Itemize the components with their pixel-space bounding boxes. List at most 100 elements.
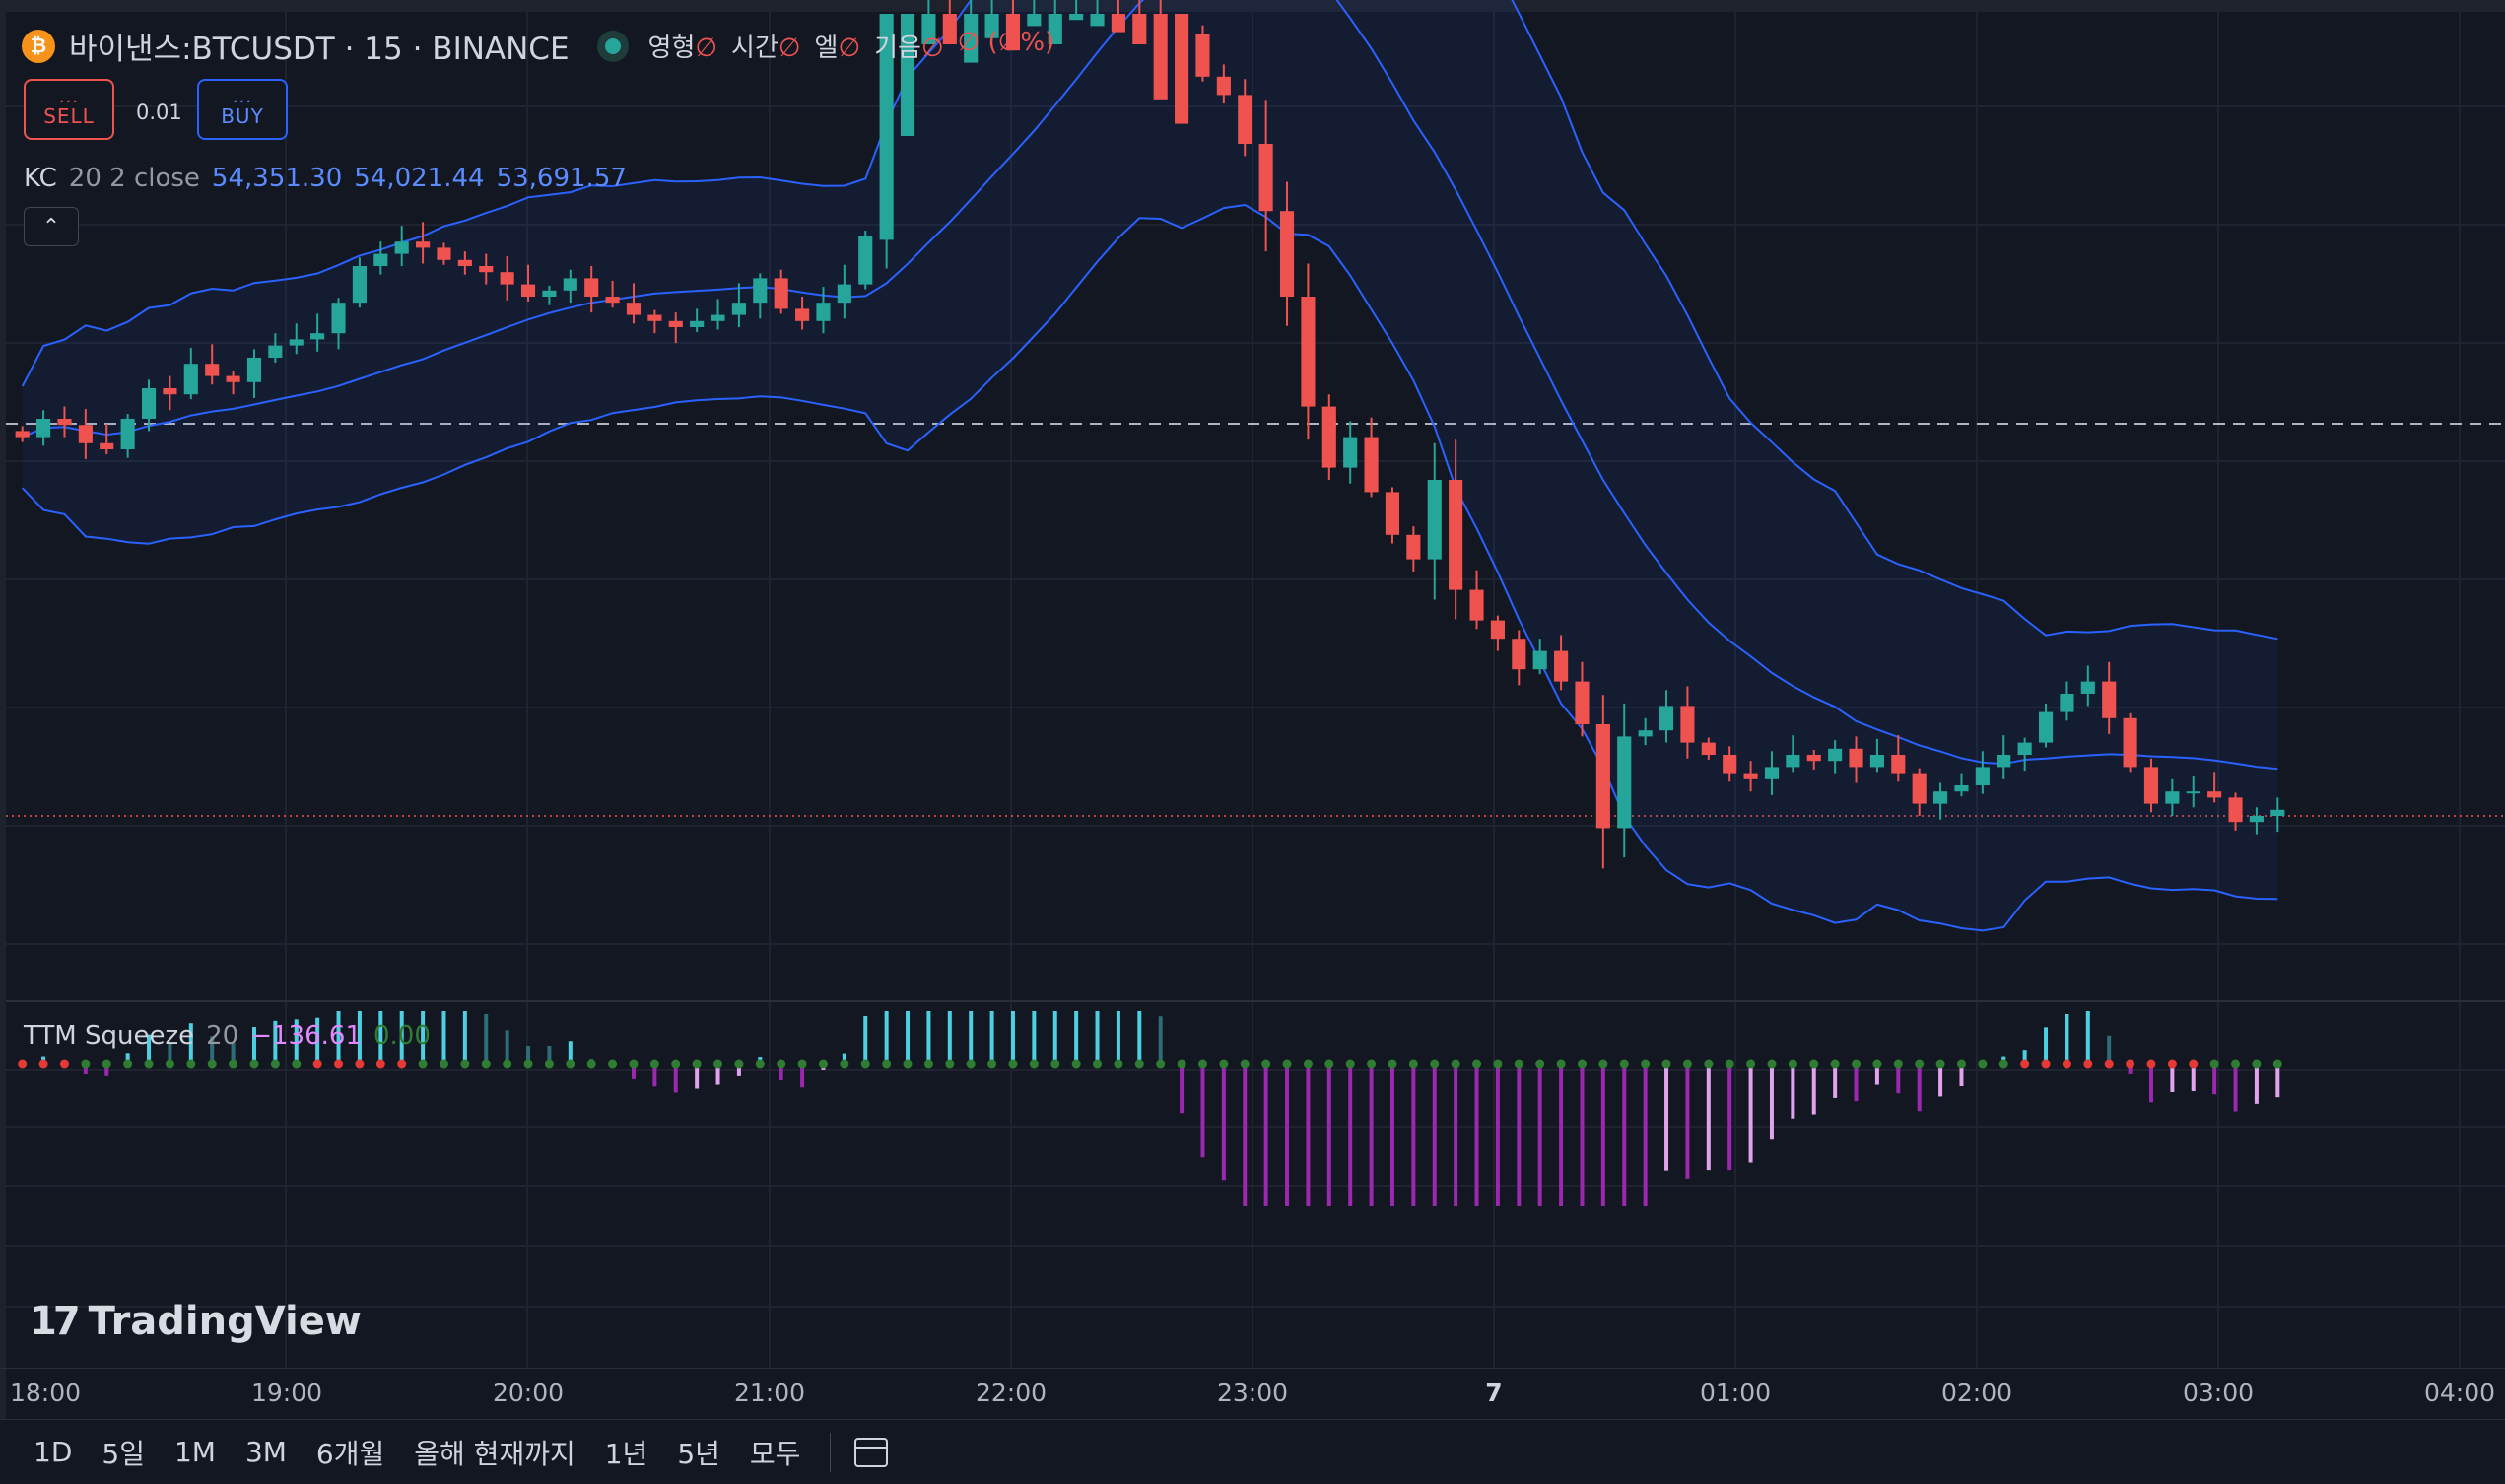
ttm-squeeze-dot <box>1556 1059 1566 1069</box>
ttm-squeeze-dot <box>1282 1059 1292 1069</box>
range-button[interactable]: 올해 현재까지 <box>414 1437 575 1470</box>
time-tick: 22:00 <box>975 1379 1048 1407</box>
candle-body <box>1786 755 1800 768</box>
ohlc-open: 영형∅ <box>647 34 718 63</box>
candle-body <box>2017 742 2032 755</box>
ttm-indicator-legend[interactable]: TTM Squeeze 20 −136.61 0.00 <box>24 1021 431 1050</box>
candle-body <box>774 278 788 309</box>
ttm-squeeze-dot <box>1704 1059 1714 1069</box>
range-button[interactable]: 5년 <box>677 1437 720 1470</box>
buy-button[interactable]: ... BUY <box>197 79 288 140</box>
ttm-squeeze-dot <box>734 1059 744 1069</box>
candle-body <box>647 314 662 321</box>
candle-body <box>1343 437 1358 468</box>
candle-body <box>1069 14 1084 21</box>
ttm-squeeze-dot <box>18 1059 28 1069</box>
ttm-squeeze-dot <box>1093 1059 1103 1069</box>
ttm-squeeze-dot <box>1998 1059 2008 1069</box>
price-chart[interactable] <box>0 0 2505 1419</box>
range-button[interactable]: 1M <box>173 1436 216 1468</box>
range-button[interactable]: 1년 <box>604 1437 648 1470</box>
candle-body <box>57 419 72 426</box>
time-tick: 04:00 <box>2423 1379 2496 1407</box>
ttm-squeeze-dot <box>249 1059 259 1069</box>
range-button[interactable]: 5일 <box>102 1437 145 1470</box>
candle-body <box>2207 791 2222 798</box>
kc-middle-line <box>22 0 2278 771</box>
market-status-icon[interactable] <box>604 37 621 54</box>
calendar-range-icon[interactable] <box>854 1437 889 1467</box>
ttm-squeeze-dot <box>375 1059 385 1069</box>
range-button[interactable]: 1D <box>34 1436 73 1468</box>
candle-body <box>2165 791 2180 804</box>
ttm-squeeze-dot <box>1767 1059 1777 1069</box>
candle-body <box>1659 706 1674 731</box>
ohlc-change: ∅ (∅%) <box>957 28 1055 57</box>
ttm-squeeze-dot <box>1345 1059 1355 1069</box>
candle-body <box>457 259 472 266</box>
range-button[interactable]: 6개월 <box>315 1437 385 1470</box>
ttm-squeeze-dot <box>1872 1059 1882 1069</box>
separator <box>830 1432 832 1472</box>
candle-body <box>205 364 220 376</box>
ttm-squeeze-dot <box>1725 1059 1734 1069</box>
ttm-squeeze-dot <box>1071 1059 1081 1069</box>
ttm-squeeze-dot <box>2146 1059 2156 1069</box>
symbol-legend: ₿ 바이낸스:BTCUSDT · 15 · BINANCE 영형∅ 시간∅ 엘∅… <box>22 24 1054 68</box>
ttm-squeeze-dot <box>334 1059 344 1069</box>
chevron-up-icon[interactable]: ⌃ <box>24 207 79 246</box>
candle-body <box>36 419 51 438</box>
ttm-squeeze-dot <box>923 1059 933 1069</box>
ttm-squeeze-dot <box>649 1059 659 1069</box>
candle-body <box>2060 694 2074 712</box>
ttm-squeeze-dot <box>692 1059 702 1069</box>
time-axis[interactable]: 18:00 19:00 20:00 21:00 22:00 23:00 7 01:00 02:0… <box>0 1368 2505 1420</box>
candle-body <box>1090 14 1105 27</box>
range-button[interactable]: 3M <box>244 1436 287 1468</box>
kc-indicator-legend[interactable]: KC 20 2 close 54,351.30 54,021.44 53,691… <box>24 164 627 193</box>
ttm-squeeze-dot <box>2189 1059 2199 1069</box>
ttm-squeeze-dot <box>1535 1059 1545 1069</box>
ttm-squeeze-dot <box>355 1059 365 1069</box>
ttm-squeeze-dot <box>481 1059 491 1069</box>
ttm-squeeze-dot <box>1746 1059 1756 1069</box>
candle-body <box>1027 14 1042 27</box>
candle-body <box>605 297 620 304</box>
ttm-squeeze-dot <box>1809 1059 1819 1069</box>
candle-body <box>858 236 873 285</box>
kc-middle: 54,021.44 <box>354 164 485 193</box>
ttm-squeeze-dot <box>1367 1059 1377 1069</box>
candle-body <box>1595 724 1610 829</box>
range-button[interactable]: 모두 <box>749 1437 801 1470</box>
candle-body <box>563 278 577 291</box>
symbol-title[interactable]: 바이낸스:BTCUSDT · 15 · BINANCE <box>69 32 570 67</box>
ttm-squeeze-dot <box>1619 1059 1629 1069</box>
candle-body <box>289 339 304 346</box>
ttm-squeeze-dot <box>882 1059 892 1069</box>
candle-body <box>668 320 683 327</box>
ttm-squeeze-dot <box>292 1059 302 1069</box>
candle-body <box>1891 755 1906 774</box>
ttm-squeeze-dot <box>2083 1059 2093 1069</box>
candle-body <box>520 284 536 297</box>
candle-body <box>1048 14 1062 44</box>
ohlc-values: 영형∅ 시간∅ 엘∅ 기음∅ ∅ (∅%) <box>648 28 1055 64</box>
ttm-squeeze-dot <box>566 1059 575 1069</box>
time-tick: 20:00 <box>492 1379 565 1407</box>
candle-body <box>1912 773 1927 804</box>
ohlc-close: 기음∅ <box>874 34 944 63</box>
ttm-squeeze-dot <box>1029 1059 1039 1069</box>
tradingview-logo[interactable]: 17 TradingView <box>30 1299 362 1344</box>
candle-body <box>2270 809 2285 816</box>
ttm-squeeze-dot <box>903 1059 913 1069</box>
candle-body <box>2038 711 2054 743</box>
ttm-squeeze-dot <box>418 1059 428 1069</box>
ttm-squeeze-dot <box>2272 1059 2282 1069</box>
candle-body <box>1364 437 1379 493</box>
candle-body <box>1469 589 1484 621</box>
ttm-squeeze-dot <box>755 1059 765 1069</box>
candle-body <box>1385 492 1400 535</box>
sell-button[interactable]: ... SELL <box>24 79 114 140</box>
candle-body <box>120 419 135 449</box>
ttm-squeeze-dot <box>38 1059 48 1069</box>
